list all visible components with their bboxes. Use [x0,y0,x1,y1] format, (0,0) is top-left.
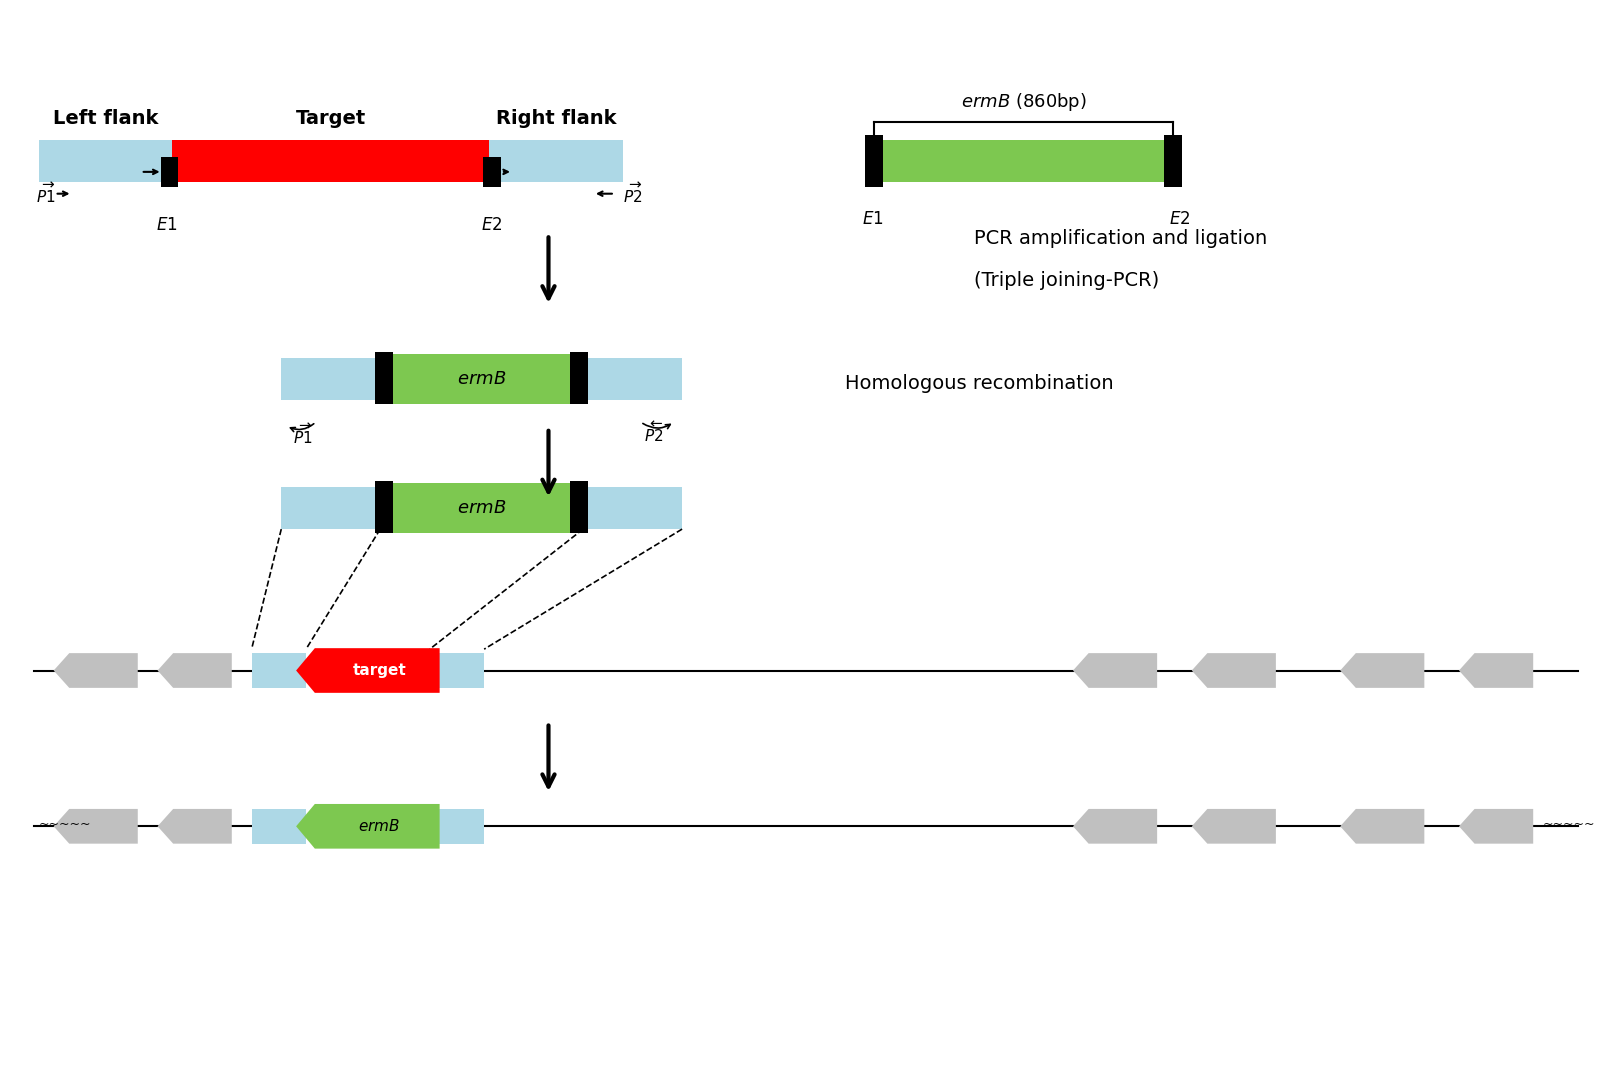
FancyBboxPatch shape [161,157,179,186]
Text: Homologous recombination: Homologous recombination [845,374,1114,392]
Text: $\overrightarrow{P1}$: $\overrightarrow{P1}$ [35,182,56,206]
FancyBboxPatch shape [571,352,588,404]
Text: $\overleftarrow{P2}$: $\overleftarrow{P2}$ [645,421,664,444]
Text: target: target [353,663,406,678]
Text: $\it{E2}$: $\it{E2}$ [1169,210,1191,229]
FancyBboxPatch shape [488,140,622,182]
Polygon shape [1191,654,1275,688]
FancyBboxPatch shape [571,481,588,533]
Polygon shape [297,804,440,849]
FancyBboxPatch shape [584,488,682,529]
Text: $\it{E1}$: $\it{E1}$ [156,217,177,234]
FancyBboxPatch shape [251,809,306,843]
Text: $\overrightarrow{P2}$: $\overrightarrow{P2}$ [622,182,643,206]
Polygon shape [1074,809,1157,843]
Polygon shape [297,648,440,693]
Text: ~~~~~: ~~~~~ [1543,817,1596,830]
Text: ~~~~~: ~~~~~ [39,817,92,830]
Text: $\it{erm}\it{B}$ (860bp): $\it{erm}\it{B}$ (860bp) [961,91,1086,114]
Polygon shape [158,809,232,843]
FancyBboxPatch shape [393,354,571,404]
Polygon shape [1340,809,1425,843]
FancyBboxPatch shape [393,483,571,533]
Text: PCR amplification and ligation: PCR amplification and ligation [974,229,1267,248]
FancyBboxPatch shape [39,140,172,182]
Text: $\it{erm}\it{B}$: $\it{erm}\it{B}$ [458,500,506,517]
Text: $\overrightarrow{P1}$: $\overrightarrow{P1}$ [293,423,313,447]
FancyBboxPatch shape [484,157,501,186]
Polygon shape [53,654,137,688]
Polygon shape [53,809,137,843]
FancyBboxPatch shape [866,136,883,186]
Text: Target: Target [295,108,366,128]
Polygon shape [1459,654,1533,688]
Text: $\it{erm}\it{B}$: $\it{erm}\it{B}$ [358,818,400,835]
FancyBboxPatch shape [172,140,488,182]
Polygon shape [158,654,232,688]
Text: $\it{erm}\it{B}$: $\it{erm}\it{B}$ [458,371,506,388]
Polygon shape [1074,654,1157,688]
FancyBboxPatch shape [376,481,393,533]
FancyBboxPatch shape [280,359,380,400]
Text: $\it{E2}$: $\it{E2}$ [482,217,503,234]
Polygon shape [1340,654,1425,688]
FancyBboxPatch shape [430,809,484,843]
FancyBboxPatch shape [1164,136,1182,186]
FancyBboxPatch shape [376,352,393,404]
Polygon shape [1191,809,1275,843]
Polygon shape [1459,809,1533,843]
FancyBboxPatch shape [584,359,682,400]
Text: (Triple joining-PCR): (Triple joining-PCR) [974,271,1159,289]
Text: Right flank: Right flank [495,108,616,128]
FancyBboxPatch shape [280,488,380,529]
FancyBboxPatch shape [430,654,484,688]
Text: Left flank: Left flank [53,108,158,128]
FancyBboxPatch shape [875,140,1172,182]
Text: $\it{E1}$: $\it{E1}$ [862,210,883,229]
FancyBboxPatch shape [251,654,306,688]
